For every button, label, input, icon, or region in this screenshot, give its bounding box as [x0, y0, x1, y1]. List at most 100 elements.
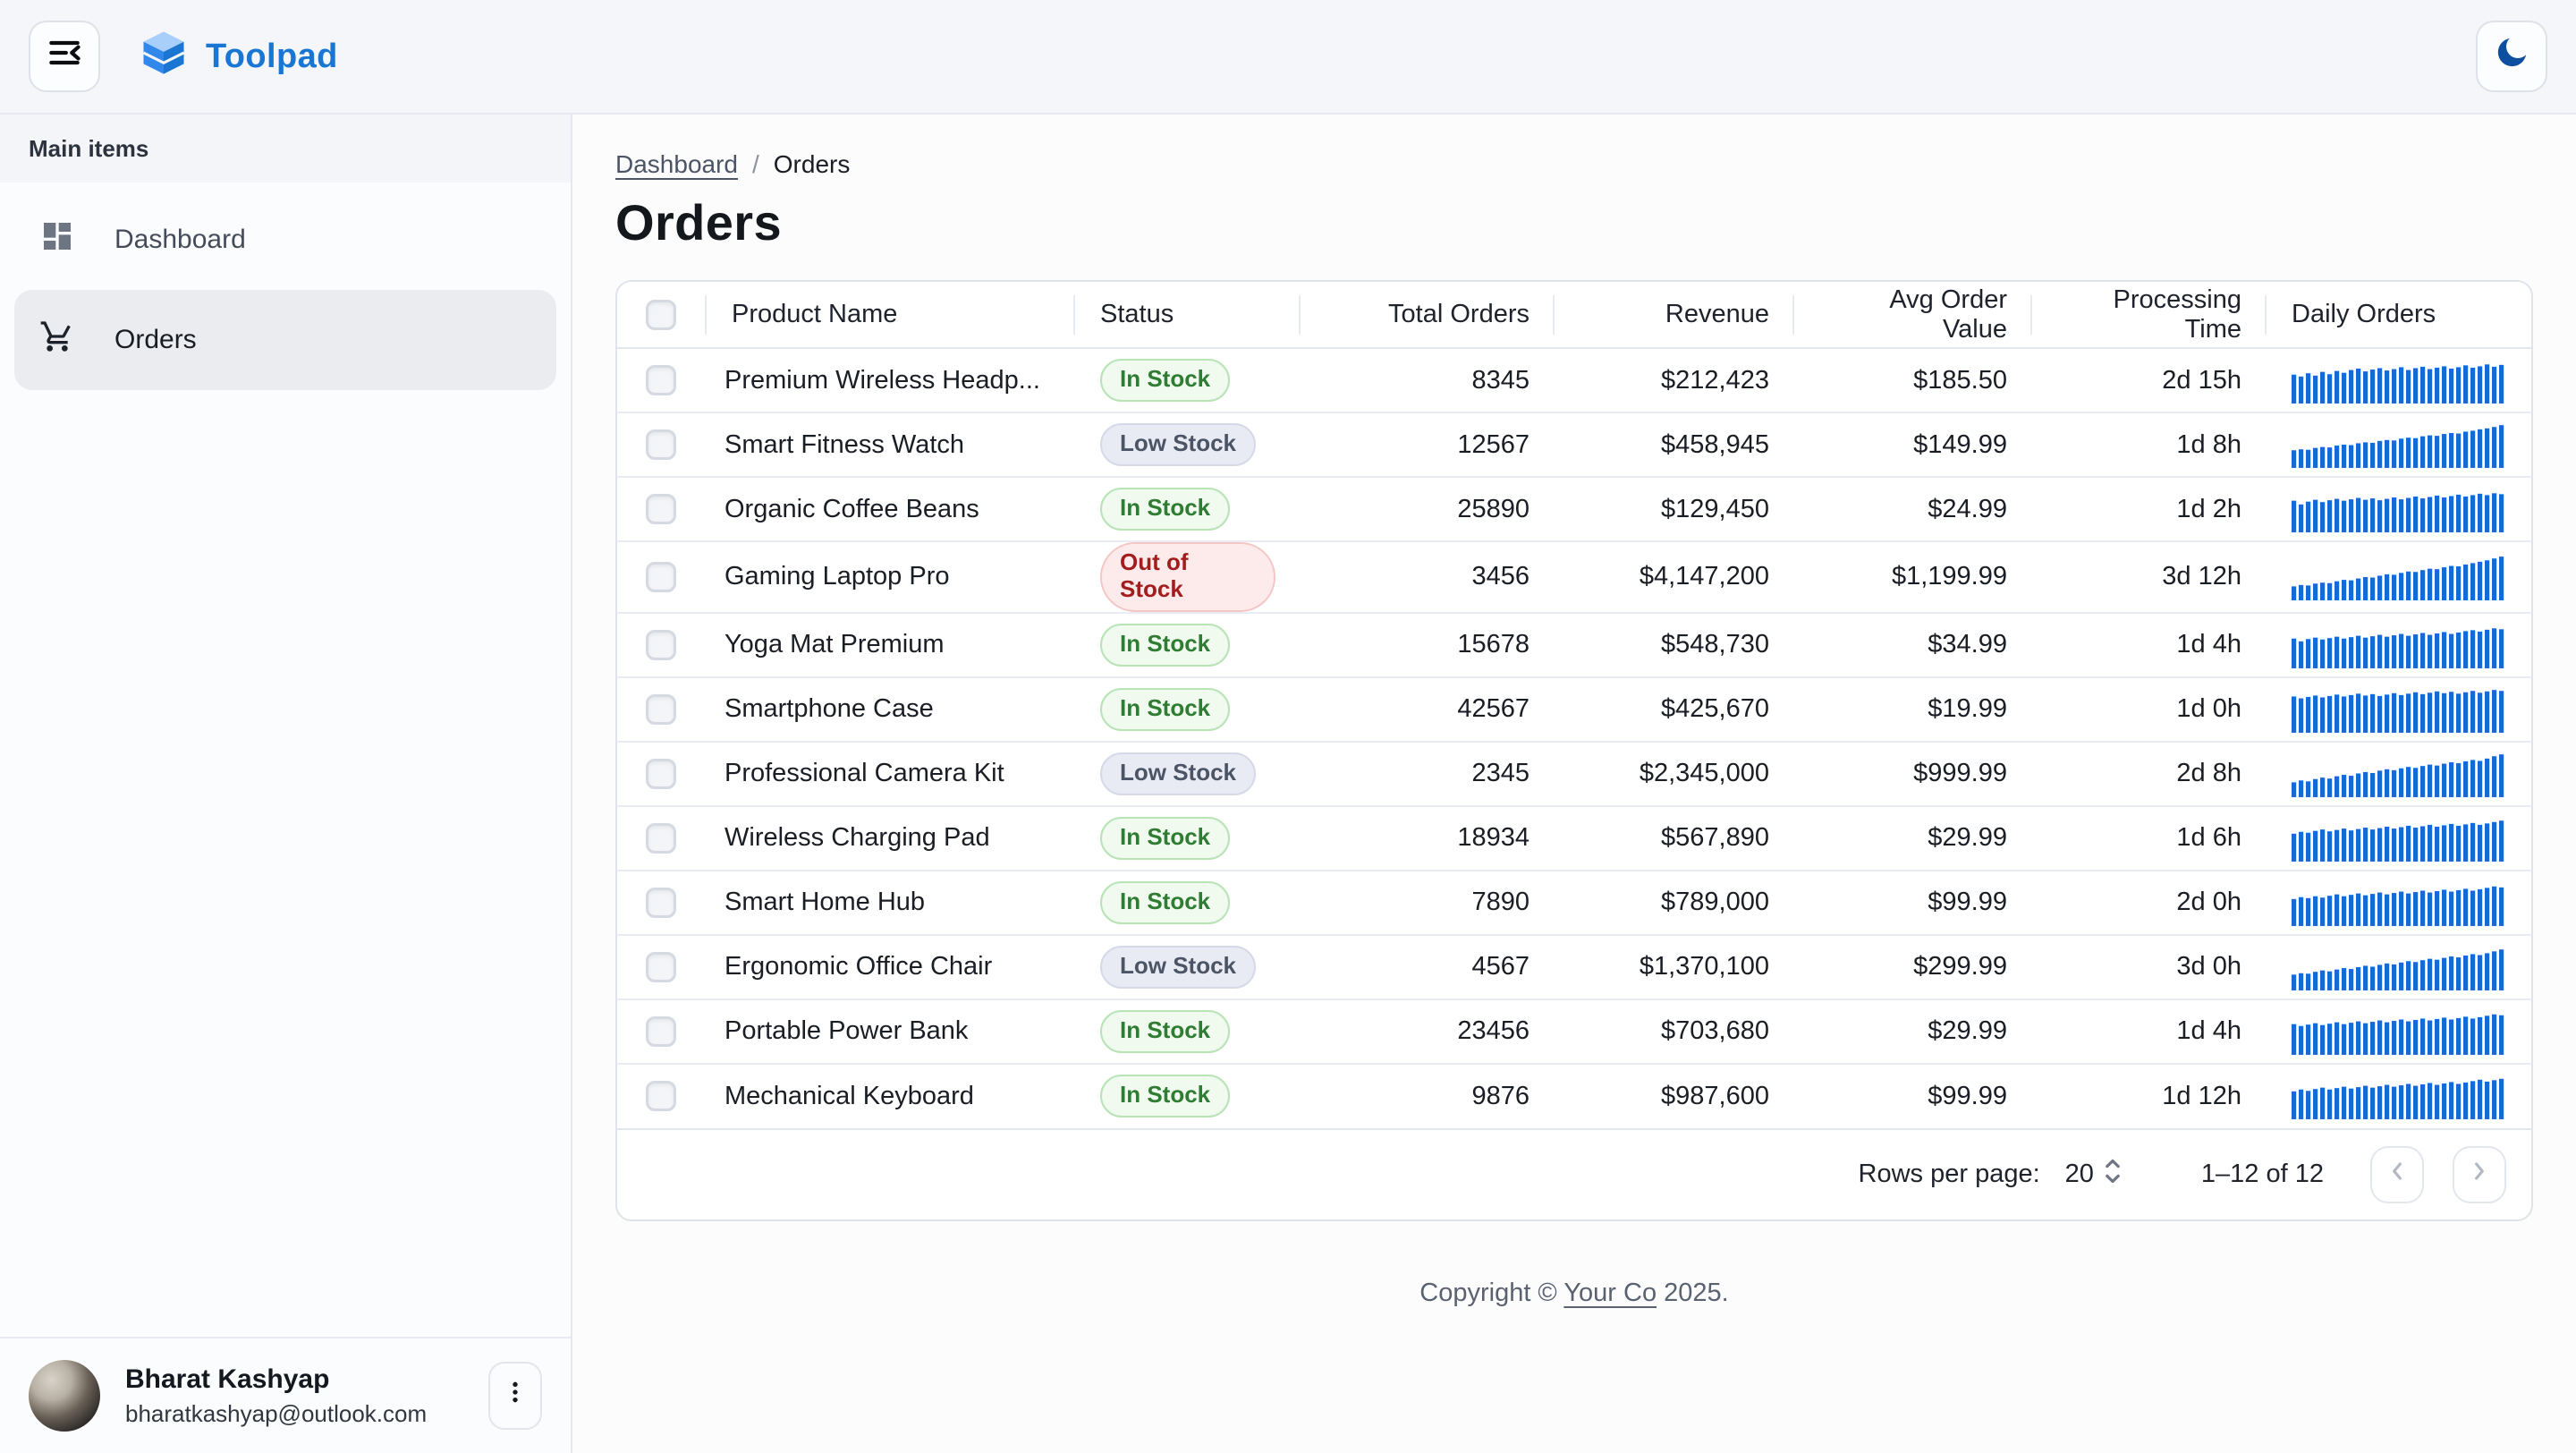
column-header-status[interactable]: Status — [1075, 282, 1301, 349]
processing-time-cell: 1d 8h — [2032, 412, 2267, 477]
processing-time-cell: 1d 12h — [2032, 1062, 2267, 1128]
status-badge: Low Stock — [1100, 752, 1257, 795]
avg-order-value-cell: $1,199.99 — [1794, 540, 2032, 613]
product-name-cell: Gaming Laptop Pro — [707, 540, 1075, 613]
product-name-cell: Smartphone Case — [707, 676, 1075, 742]
daily-orders-cell — [2267, 412, 2531, 477]
status-badge: Out of Stock — [1100, 542, 1275, 612]
revenue-cell: $129,450 — [1555, 476, 1794, 541]
user-avatar[interactable] — [29, 1360, 100, 1432]
column-header-avg-order-value[interactable]: Avg Order Value — [1794, 282, 2032, 349]
processing-time-cell: 2d 0h — [2032, 869, 2267, 935]
row-checkbox[interactable] — [646, 693, 676, 725]
avg-order-value-cell: $299.99 — [1794, 933, 2032, 999]
total-orders-cell: 3456 — [1301, 540, 1555, 613]
total-orders-cell: 9876 — [1301, 1062, 1555, 1128]
daily-orders-sparkline — [2292, 364, 2504, 404]
row-select-cell — [617, 611, 707, 677]
row-checkbox[interactable] — [646, 822, 676, 854]
row-checkbox[interactable] — [646, 951, 676, 982]
kebab-icon — [501, 1378, 530, 1414]
footer: Copyright © Your Co 2025. — [615, 1279, 2533, 1308]
row-select-cell — [617, 676, 707, 742]
table-row[interactable]: Portable Power Bank In Stock 23456 $703,680… — [617, 998, 2531, 1064]
select-all-checkbox[interactable] — [646, 299, 676, 330]
previous-page-button[interactable] — [2370, 1145, 2424, 1203]
processing-time-cell: 3d 12h — [2032, 540, 2267, 613]
column-header-total-orders[interactable]: Total Orders — [1301, 282, 1555, 349]
sidebar: Main items Dashboard Orders — [0, 115, 572, 1453]
daily-orders-cell — [2267, 348, 2531, 412]
row-select-cell — [617, 1062, 707, 1128]
rows-per-page-select[interactable]: 20 — [2065, 1157, 2123, 1193]
processing-time-cell: 3d 0h — [2032, 933, 2267, 999]
status-cell: Out of Stock — [1075, 540, 1301, 613]
row-checkbox[interactable] — [646, 758, 676, 789]
product-name-cell: Ergonomic Office Chair — [707, 933, 1075, 999]
total-orders-cell: 2345 — [1301, 740, 1555, 806]
sidebar-item-dashboard[interactable]: Dashboard — [14, 197, 556, 283]
breadcrumb-separator: / — [751, 150, 759, 178]
sidebar-section-label: Main items — [0, 115, 571, 183]
daily-orders-cell — [2267, 869, 2531, 935]
daily-orders-sparkline — [2292, 689, 2504, 733]
row-checkbox[interactable] — [646, 561, 676, 592]
table-row[interactable]: Gaming Laptop Pro Out of Stock 3456 $4,147,… — [617, 540, 2531, 613]
row-checkbox[interactable] — [646, 365, 676, 395]
avg-order-value-cell: $29.99 — [1794, 998, 2032, 1064]
total-orders-cell: 12567 — [1301, 412, 1555, 477]
user-email: bharatkashyap@outlook.com — [125, 1399, 428, 1427]
row-checkbox[interactable] — [646, 1015, 676, 1047]
row-checkbox[interactable] — [646, 494, 676, 524]
status-badge: Low Stock — [1100, 945, 1257, 989]
table-row[interactable]: Professional Camera Kit Low Stock 2345 $2,3… — [617, 740, 2531, 806]
app-logo[interactable]: Toolpad — [140, 29, 338, 84]
avg-order-value-cell: $29.99 — [1794, 804, 2032, 871]
total-orders-cell: 18934 — [1301, 804, 1555, 871]
column-header-revenue[interactable]: Revenue — [1555, 282, 1794, 349]
select-all-header[interactable] — [617, 282, 707, 349]
breadcrumb: Dashboard / Orders — [615, 147, 2533, 183]
table-row[interactable]: Smart Fitness Watch Low Stock 12567 $458,94… — [617, 412, 2531, 477]
theme-toggle-button[interactable] — [2476, 21, 2547, 92]
status-badge: In Stock — [1100, 1009, 1231, 1053]
row-select-cell — [617, 348, 707, 412]
avg-order-value-cell: $19.99 — [1794, 676, 2032, 742]
sidebar-item-orders[interactable]: Orders — [14, 290, 556, 390]
chevron-left-icon — [2383, 1157, 2411, 1193]
company-link[interactable]: Your Co — [1563, 1278, 1657, 1307]
total-orders-cell: 8345 — [1471, 365, 1530, 395]
table-row[interactable]: Wireless Charging Pad In Stock 18934 $567,8… — [617, 804, 2531, 871]
rows-per-page-label: Rows per page: — [1858, 1160, 2040, 1189]
breadcrumb-dashboard-link[interactable]: Dashboard — [615, 150, 738, 178]
table-row[interactable]: Ergonomic Office Chair Low Stock 4567 $1,37… — [617, 933, 2531, 999]
status-cell: Low Stock — [1075, 740, 1301, 806]
table-row[interactable]: Smartphone Case In Stock 42567 $425,670 $19.… — [617, 676, 2531, 742]
table-row[interactable]: Mechanical Keyboard In Stock 9876 $987,600 $… — [617, 1062, 2531, 1128]
orders-table: Product Name Status Total Orders Revenue… — [617, 282, 2531, 1128]
row-checkbox[interactable] — [646, 887, 676, 918]
processing-time-cell: 2d 8h — [2032, 740, 2267, 806]
row-checkbox[interactable] — [646, 1081, 676, 1112]
row-checkbox[interactable] — [646, 629, 676, 660]
table-row[interactable]: Yoga Mat Premium In Stock 15678 $548,730 $34… — [617, 611, 2531, 677]
status-badge: Low Stock — [1100, 423, 1257, 466]
user-name: Bharat Kashyap — [125, 1364, 330, 1394]
status-cell: In Stock — [1075, 998, 1301, 1064]
table-row[interactable]: Premium Wireless Headp... In Stock 8345 $21… — [617, 348, 2531, 412]
table-row[interactable]: Smart Home Hub In Stock 7890 $789,000 $99.99… — [617, 869, 2531, 935]
table-row[interactable]: Organic Coffee Beans In Stock 25890 $129,45… — [617, 476, 2531, 541]
daily-orders-cell — [2267, 1062, 2531, 1128]
page-title: Orders — [615, 194, 783, 251]
column-header-daily-orders[interactable]: Daily Orders — [2267, 282, 2531, 349]
row-checkbox[interactable] — [646, 429, 676, 460]
processing-time-cell: 1d 2h — [2032, 476, 2267, 541]
total-orders-cell: 4567 — [1301, 933, 1555, 999]
collapse-sidebar-button[interactable] — [29, 21, 100, 92]
next-page-button[interactable] — [2453, 1145, 2506, 1203]
column-header-processing-time[interactable]: Processing Time — [2032, 282, 2267, 349]
column-header-product-name[interactable]: Product Name — [707, 282, 1075, 349]
user-menu-button[interactable] — [488, 1362, 542, 1430]
revenue-cell: $1,370,100 — [1555, 933, 1794, 999]
product-name-cell: Mechanical Keyboard — [707, 1062, 1075, 1128]
